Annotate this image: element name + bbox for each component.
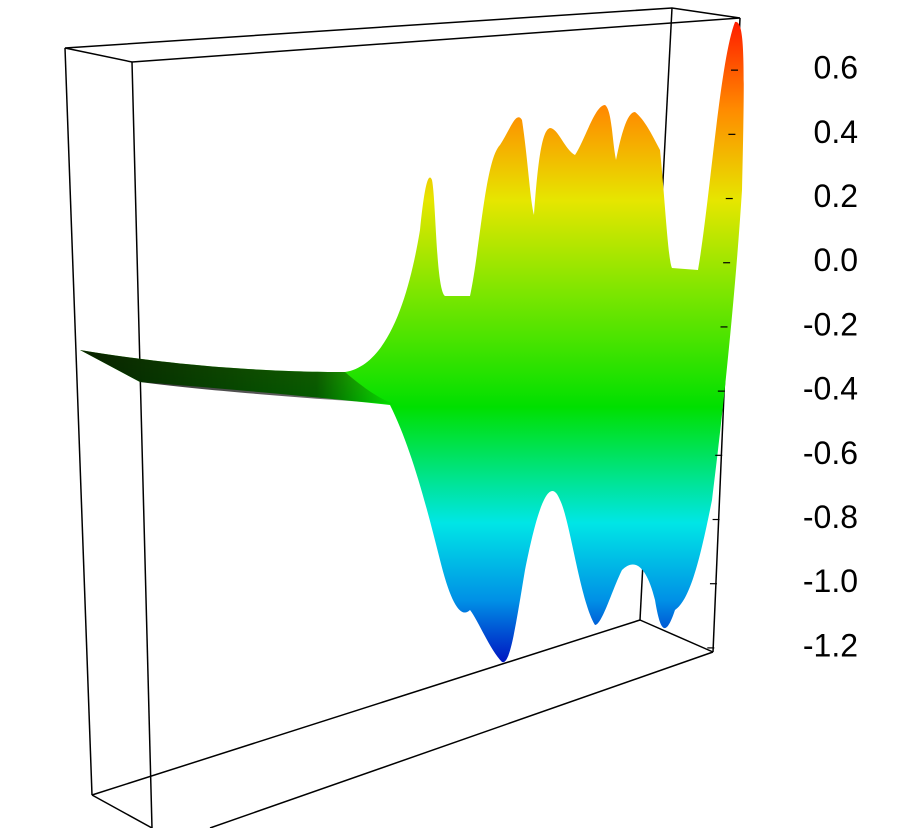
surface-shadow [80, 350, 395, 404]
z-tick-label: 0.4 [814, 114, 858, 150]
surface [80, 21, 744, 663]
z-tick-label: -0.2 [803, 306, 858, 342]
z-tick-label: -1.2 [803, 627, 858, 663]
z-tick-label: 0.0 [814, 242, 858, 278]
z-tick-label: 0.2 [814, 178, 858, 214]
z-tick-label: -0.8 [803, 499, 858, 535]
z-tick-label: -1.0 [803, 563, 858, 599]
z-tick-label: -0.4 [803, 371, 858, 407]
z-tick-label: -0.6 [803, 435, 858, 471]
z-tick-label: 0.6 [814, 50, 858, 86]
z-axis: 0.6 0.4 0.2 0.0 -0.2 -0.4 -0.6 -0.8 -1.0 -1.2 [707, 50, 858, 663]
